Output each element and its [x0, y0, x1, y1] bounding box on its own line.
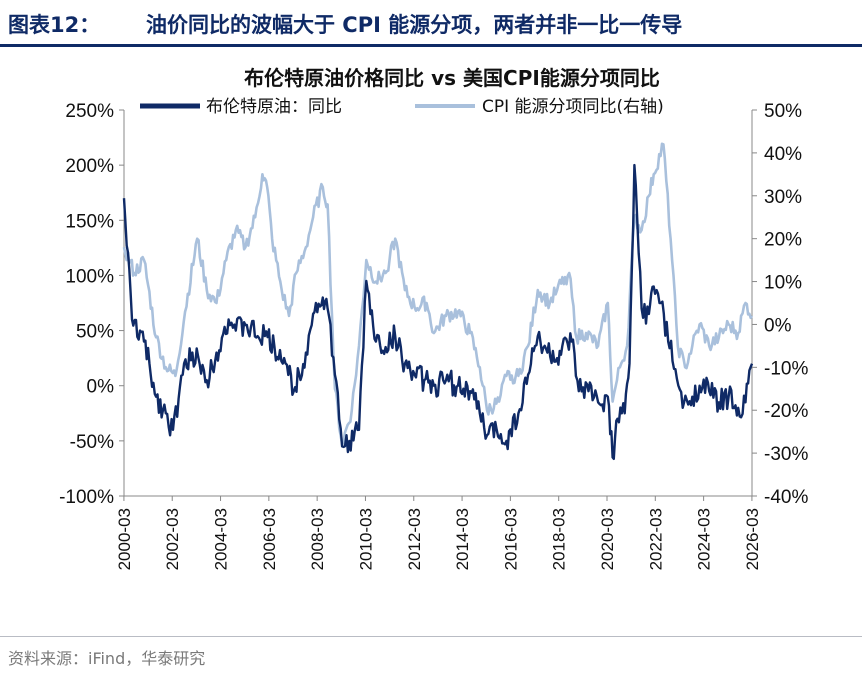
left-tick-label: 250% [65, 101, 114, 122]
figure-title: 油价同比的波幅大于 CPI 能源分项，两者并非一比一传导 [146, 13, 683, 37]
left-tick-label: 50% [76, 322, 114, 343]
x-tick-label: 2022-03 [646, 508, 665, 570]
footer-rule [0, 636, 862, 637]
right-axis-ticks: 50% 40% 30% 20% 10% 0% -10% -20% -30% -40% [752, 101, 808, 508]
x-tick-label: 2010-03 [356, 508, 375, 570]
legend: 布伦特原油：同比 CPI 能源分项同比(右轴) [140, 97, 664, 117]
x-tick-label: 2018-03 [550, 508, 569, 570]
left-tick-label: 0% [87, 377, 115, 398]
x-tick-label: 2024-03 [695, 508, 714, 570]
right-tick-label: -10% [764, 358, 808, 379]
right-tick-label: 40% [764, 144, 802, 165]
plot-area [123, 110, 753, 497]
right-tick-label: 30% [764, 187, 802, 208]
x-tick-label: 2002-03 [163, 508, 182, 570]
right-tick-label: -20% [764, 401, 808, 422]
x-tick-label: 2000-03 [115, 508, 134, 570]
x-tick-label: 2008-03 [308, 508, 327, 570]
x-tick-label: 2016-03 [501, 508, 520, 570]
right-tick-label: 20% [764, 230, 802, 251]
x-tick-label: 2006-03 [260, 508, 279, 570]
right-tick-label: 0% [764, 315, 792, 336]
header-rule [0, 44, 862, 47]
left-tick-label: 100% [65, 266, 114, 287]
x-axis-ticks: 2000-03 2002-03 2004-03 2006-03 2008-03 2010-… [115, 496, 762, 570]
series-layer [122, 142, 754, 460]
chart-title: 布伦特原油价格同比 vs 美国CPI能源分项同比 [244, 66, 660, 90]
right-tick-label: 50% [764, 101, 802, 122]
left-axis-ticks: 250% 200% 150% 100% 50% 0% -50% -100% [59, 101, 124, 508]
x-tick-label: 2012-03 [405, 508, 424, 570]
figure-label: 图表12： [8, 13, 101, 37]
figure-header: 图表12： 油价同比的波幅大于 CPI 能源分项，两者并非一比一传导 [0, 0, 862, 47]
x-tick-label: 2026-03 [743, 508, 762, 570]
left-tick-label: -100% [59, 487, 114, 508]
left-tick-label: 150% [65, 211, 114, 232]
x-tick-label: 2004-03 [212, 508, 231, 570]
left-tick-label: -50% [70, 432, 114, 453]
right-tick-label: -30% [764, 444, 808, 465]
right-tick-label: 10% [764, 273, 802, 294]
x-tick-label: 2020-03 [598, 508, 617, 570]
legend-label-cpi: CPI 能源分项同比(右轴) [482, 97, 664, 117]
line-chart: 布伦特原油价格同比 vs 美国CPI能源分项同比 250% 200% 150% 100… [59, 66, 808, 570]
right-tick-label: -40% [764, 487, 808, 508]
source-note: 资料来源：iFind，华泰研究 [8, 649, 206, 668]
legend-label-brent: 布伦特原油：同比 [206, 97, 342, 117]
x-tick-label: 2014-03 [453, 508, 472, 570]
cpi-energy-series-line [122, 142, 754, 446]
left-tick-label: 200% [65, 156, 114, 177]
brent-series-line [122, 163, 754, 460]
